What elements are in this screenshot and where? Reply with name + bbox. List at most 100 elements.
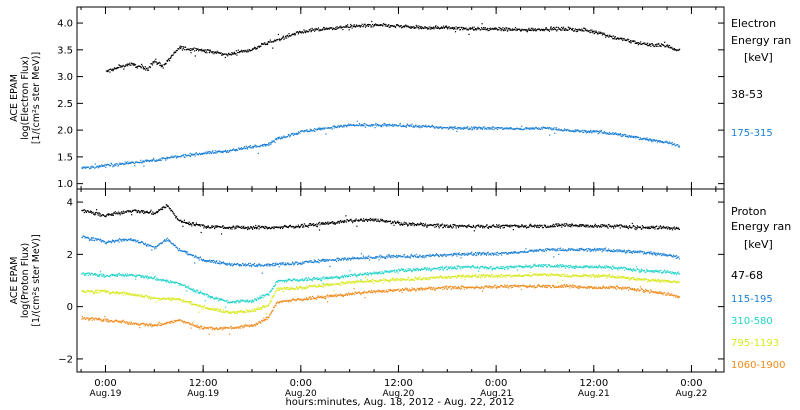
data-point — [618, 38, 620, 40]
data-point — [674, 143, 676, 145]
data-point — [285, 262, 287, 264]
data-point — [379, 254, 381, 256]
data-point — [109, 165, 112, 167]
data-point — [206, 151, 208, 153]
data-point — [493, 268, 496, 270]
data-point — [209, 296, 211, 298]
data-point — [429, 255, 431, 257]
data-point — [422, 256, 424, 258]
data-point — [530, 224, 532, 226]
data-point — [239, 226, 241, 228]
data-point — [634, 42, 636, 44]
data-point — [421, 126, 423, 128]
data-point — [173, 156, 175, 158]
data-point — [195, 153, 197, 155]
data-point — [559, 129, 561, 131]
data-point — [496, 267, 498, 269]
data-point — [308, 29, 310, 31]
data-point — [507, 127, 509, 129]
data-point — [228, 150, 231, 152]
data-point — [579, 248, 582, 250]
data-point — [640, 41, 642, 43]
data-point — [601, 132, 603, 134]
data-point — [91, 165, 93, 167]
data-point — [403, 253, 405, 256]
data-point — [421, 256, 423, 258]
data-point — [416, 267, 418, 269]
data-point — [501, 252, 503, 254]
data-point — [554, 248, 556, 250]
data-point — [644, 226, 646, 228]
data-point — [207, 296, 209, 298]
data-point — [529, 29, 531, 31]
data-point — [210, 260, 213, 262]
data-point — [437, 254, 440, 257]
data-point — [324, 27, 326, 29]
data-point — [281, 226, 283, 228]
data-point — [520, 30, 522, 32]
data-point — [337, 277, 339, 279]
data-point — [225, 149, 227, 151]
data-point — [539, 29, 541, 32]
data-point — [556, 129, 558, 131]
data-point — [491, 126, 493, 129]
data-point — [444, 25, 447, 27]
data-point — [559, 263, 561, 266]
data-point — [366, 124, 368, 126]
data-point — [467, 29, 469, 31]
data-point — [525, 227, 528, 229]
data-point — [380, 219, 382, 221]
data-point — [325, 260, 327, 262]
data-point — [201, 152, 203, 155]
data-point — [555, 26, 557, 28]
data-point — [229, 302, 231, 304]
data-point — [372, 220, 374, 222]
data-point — [528, 29, 530, 31]
data-point — [412, 26, 414, 29]
data-point — [509, 29, 511, 31]
data-point — [94, 163, 96, 165]
data-point — [130, 161, 132, 163]
data-point — [368, 219, 371, 221]
data-point — [374, 272, 376, 274]
data-point — [124, 163, 126, 165]
data-point — [146, 69, 149, 71]
data-point — [417, 255, 419, 257]
data-point — [227, 302, 229, 304]
data-point — [127, 238, 129, 240]
data-point — [510, 265, 512, 267]
data-point — [444, 267, 446, 269]
data-point — [506, 266, 508, 268]
data-point — [490, 29, 492, 31]
data-point — [175, 50, 177, 52]
data-point — [529, 127, 531, 129]
data-point — [239, 148, 241, 151]
data-point — [283, 262, 285, 264]
data-point — [456, 267, 459, 269]
data-point — [454, 126, 456, 128]
data-point — [524, 226, 526, 228]
legend-title: Energy ran — [731, 34, 791, 47]
data-point — [342, 221, 344, 224]
data-point — [402, 256, 404, 258]
data-point — [263, 226, 265, 228]
data-point — [338, 125, 340, 127]
data-point — [601, 251, 603, 253]
data-point — [283, 225, 285, 227]
data-point — [485, 266, 487, 268]
data-point — [474, 253, 476, 256]
data-point — [618, 250, 620, 252]
data-point — [294, 226, 296, 228]
data-point — [293, 262, 295, 264]
data-point — [272, 263, 274, 265]
data-point — [668, 227, 670, 229]
data-point — [671, 144, 673, 146]
data-point — [591, 226, 593, 228]
data-point — [653, 226, 656, 228]
data-point — [578, 266, 580, 268]
data-point — [233, 148, 235, 150]
data-point — [278, 136, 280, 139]
data-point — [121, 162, 123, 164]
data-point — [669, 228, 671, 230]
data-point — [621, 37, 623, 39]
